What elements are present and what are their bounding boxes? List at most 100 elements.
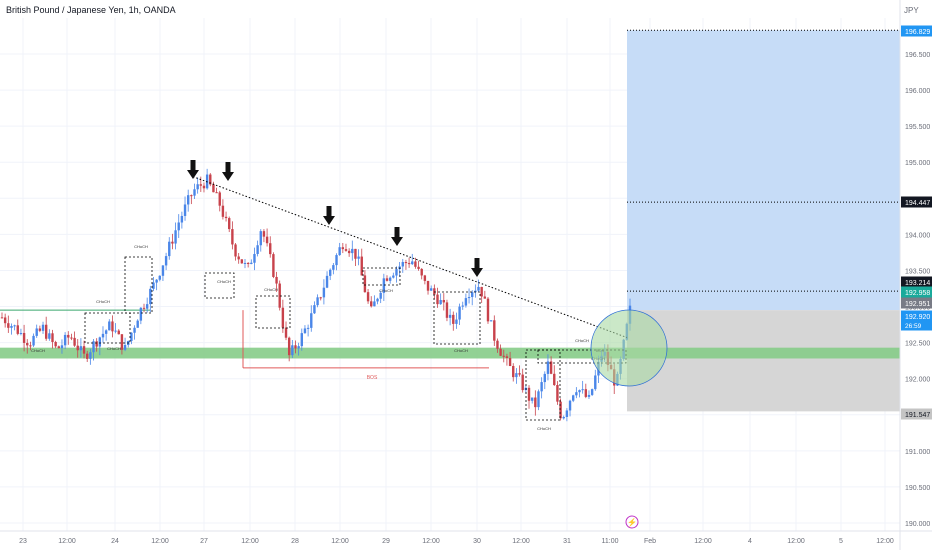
candle-body <box>54 341 57 347</box>
y-tick-label: 194.000 <box>905 232 930 239</box>
y-tick-label: 191.000 <box>905 449 930 456</box>
candle-body <box>41 324 45 331</box>
x-tick-label: 12:00 <box>876 538 894 545</box>
candle-body <box>319 297 322 299</box>
y-tick-label: 196.500 <box>905 52 930 59</box>
candle-body <box>269 243 272 255</box>
annotation-label: CHoCH <box>107 346 121 351</box>
candle-body <box>253 253 256 263</box>
candle-body <box>190 195 193 197</box>
down-arrow <box>222 162 234 181</box>
chart-title: British Pound / Japanese Yen, 1h, OANDA <box>6 5 176 15</box>
annotation-label: CHoCH <box>217 279 231 284</box>
candle-body <box>13 325 16 327</box>
candle-body <box>149 288 152 305</box>
candle-body <box>86 353 89 359</box>
price-label: 192.920 <box>905 314 930 321</box>
structure-box <box>433 291 481 345</box>
candle-body <box>32 335 35 346</box>
candle-body <box>234 244 237 257</box>
annotation-label: CHoCH <box>134 244 148 249</box>
price-label-bg <box>901 297 932 309</box>
price-label-bg <box>901 25 932 37</box>
y-tick-label: 195.000 <box>905 160 930 167</box>
candle-body <box>385 278 389 281</box>
candle-body <box>60 345 64 349</box>
annotation-label: CHoCH <box>537 426 551 431</box>
candle-body <box>518 373 521 375</box>
candle-body <box>458 306 461 320</box>
x-tick-label: 12:00 <box>151 538 169 545</box>
candle-body <box>48 333 51 339</box>
candle-body <box>130 332 133 342</box>
candle-body <box>108 321 111 331</box>
x-tick-label: 12:00 <box>58 538 76 545</box>
candle-body <box>300 333 303 347</box>
flash-icon <box>625 515 639 529</box>
candle-body <box>521 374 524 391</box>
candle-body <box>530 397 534 401</box>
candle-body <box>98 337 102 347</box>
candle-body <box>117 330 120 335</box>
candle-body <box>35 328 38 336</box>
candle-body <box>120 334 124 350</box>
x-tick-label: 12:00 <box>694 538 712 545</box>
candle-body <box>483 296 487 299</box>
y-tick-label: 192.500 <box>905 341 930 348</box>
x-tick-label: 24 <box>111 538 119 545</box>
y-tick-label: 190.000 <box>905 521 930 528</box>
candle-body <box>373 301 376 307</box>
candle-body <box>329 269 332 276</box>
candle-body <box>281 307 285 328</box>
candle-body <box>67 334 70 338</box>
candle-body <box>407 263 411 265</box>
candle-body <box>347 250 351 254</box>
annotation-label: CHoCH <box>264 287 278 292</box>
candle-body <box>19 332 23 334</box>
candle-body <box>82 346 86 354</box>
candle-body <box>499 348 502 356</box>
candle-body <box>123 344 127 350</box>
candle-body <box>287 337 291 356</box>
candle-body <box>7 323 10 328</box>
candle-body <box>575 392 578 396</box>
candle-body <box>76 345 79 351</box>
annotation-label: CHoCH <box>454 348 468 353</box>
candle-body <box>448 314 452 318</box>
candle-body <box>38 328 42 331</box>
candle-body <box>209 174 212 185</box>
candle-body <box>10 326 13 328</box>
annotation-label: CHoCH <box>31 348 45 353</box>
candle-body <box>73 337 76 346</box>
candle-body <box>388 277 392 281</box>
candle-body <box>171 241 174 244</box>
price-label-bg <box>901 310 932 331</box>
candle-body <box>22 332 26 343</box>
candle-body <box>426 280 430 291</box>
candle-body <box>411 261 414 265</box>
candle-body <box>250 262 253 264</box>
candle-body <box>3 317 7 324</box>
candle-body <box>543 373 546 383</box>
candle-body <box>357 256 360 259</box>
candle-body <box>89 352 92 359</box>
candle-body <box>360 256 363 276</box>
currency-label: JPY <box>904 6 919 15</box>
down-arrow <box>323 206 335 225</box>
candle-body <box>338 247 341 256</box>
candle-body <box>101 333 105 338</box>
y-tick-label: 192.000 <box>905 377 930 384</box>
candle-body <box>461 305 464 307</box>
candle-body <box>455 319 458 324</box>
candle-body <box>502 355 505 357</box>
candle-body <box>581 389 584 391</box>
candle-body <box>452 314 455 324</box>
y-tick-label: 196.000 <box>905 88 930 95</box>
candle-body <box>549 361 553 374</box>
candle-body <box>104 330 108 334</box>
candle-body <box>590 389 594 395</box>
candle-body <box>259 231 262 246</box>
candle-body <box>553 373 556 386</box>
